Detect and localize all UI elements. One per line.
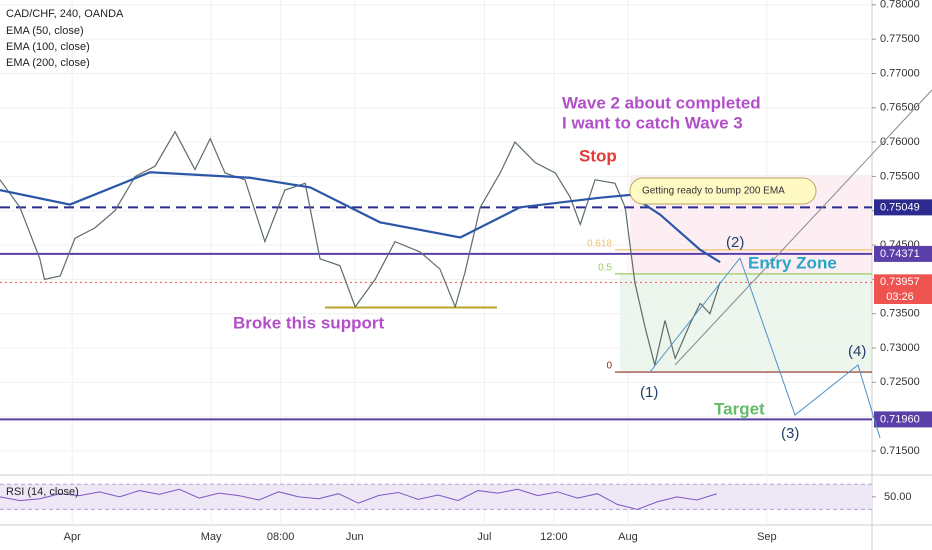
series-line (0, 488, 718, 510)
x-tick-label: Jun (346, 531, 364, 543)
fib-label: 0.5 (598, 263, 612, 274)
x-tick-label: 12:00 (540, 531, 568, 543)
y-tick-label: 0.73000 (880, 342, 920, 354)
x-tick-label: May (201, 531, 222, 543)
y-tick-label: 0.73500 (880, 308, 920, 320)
countdown: 03:26 (886, 291, 914, 303)
annotation: Wave 2 about completed (562, 93, 761, 112)
price-label-box (874, 199, 932, 216)
rsi-band (0, 484, 872, 510)
y-tick-label: 0.75500 (880, 170, 920, 182)
header-ema: EMA (50, close) (6, 25, 84, 37)
y-tick-label: 0.77000 (880, 67, 920, 79)
y-tick-label: 0.76500 (880, 102, 920, 114)
header-ema: EMA (100, close) (6, 41, 90, 53)
price-label-box (874, 274, 932, 291)
x-tick-label: Aug (618, 531, 638, 543)
callout-box (629, 177, 817, 205)
annotation: Getting ready to bump 200 EMA (642, 186, 785, 197)
price-label: 0.71960 (880, 413, 920, 425)
y-tick-label: 0.76000 (880, 136, 920, 148)
rsi-title: RSI (14, close) (6, 486, 79, 498)
price-label-box (874, 411, 932, 428)
annotation: Broke this support (233, 313, 384, 332)
x-tick-label: Jul (477, 531, 491, 543)
fib-label: 0 (606, 361, 612, 372)
x-tick-label: Sep (757, 531, 777, 543)
entry-region (620, 274, 872, 372)
wave-label: (4) (848, 343, 866, 360)
wave-path (649, 257, 741, 373)
wave-path (739, 257, 881, 439)
fib-label: 0.618 (587, 238, 612, 249)
series-line (0, 171, 721, 264)
trend-line (674, 89, 932, 366)
y-tick-label: 0.72500 (880, 376, 920, 388)
wave-label: (1) (640, 384, 658, 401)
series-line (0, 130, 721, 366)
y-tick-label: 0.77500 (880, 33, 920, 45)
countdown-box (874, 289, 932, 304)
wave-label: (2) (726, 234, 744, 251)
price-label-box (874, 245, 932, 262)
y-tick-label: 0.78000 (880, 0, 920, 11)
annotation: Target (714, 399, 765, 418)
rsi-tick-label: 50.00 (884, 491, 912, 503)
x-tick-label: Apr (64, 531, 81, 543)
header-title: CAD/CHF, 240, OANDA (6, 8, 124, 20)
y-tick-label: 0.71500 (880, 445, 920, 457)
annotation: I want to catch Wave 3 (562, 113, 743, 132)
annotation: Stop (579, 146, 617, 165)
annotation: Entry Zone (748, 253, 837, 272)
header-ema: EMA (200, close) (6, 57, 90, 69)
wave-label: (3) (781, 425, 799, 442)
price-label: 0.74371 (880, 248, 920, 260)
price-label: 0.73957 (880, 276, 920, 288)
x-tick-label: 08:00 (267, 531, 295, 543)
price-label: 0.75049 (880, 201, 920, 213)
